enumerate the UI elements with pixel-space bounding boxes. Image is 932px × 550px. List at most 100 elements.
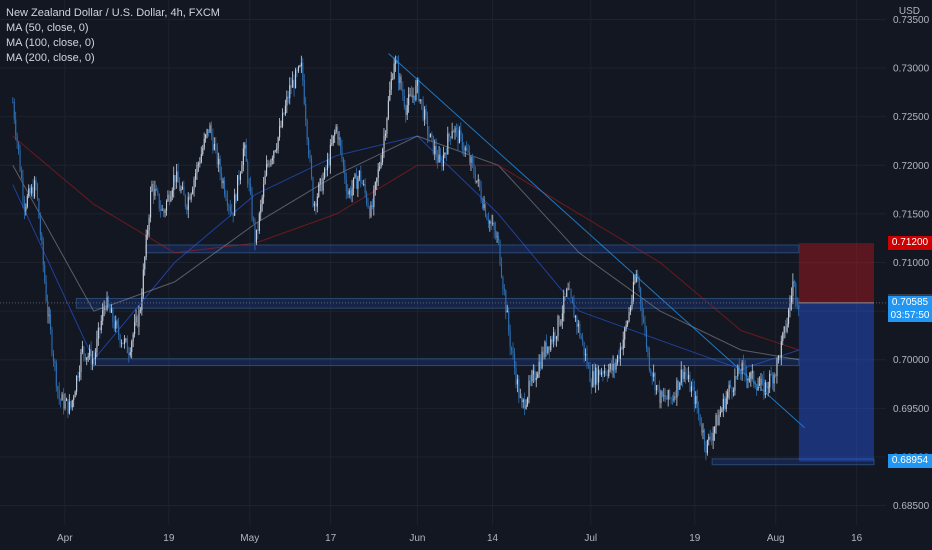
candle-body xyxy=(745,373,748,381)
candle-body xyxy=(90,349,92,365)
candle-body xyxy=(547,346,549,353)
candle-body xyxy=(128,353,130,356)
candle-body xyxy=(542,351,545,357)
candle-body xyxy=(225,194,227,200)
candle-body xyxy=(712,432,714,441)
candle-body xyxy=(727,391,729,398)
candle-body xyxy=(770,373,772,376)
candle-body xyxy=(643,317,645,323)
candle-body xyxy=(744,365,746,374)
candle-body xyxy=(300,62,302,67)
candle-body xyxy=(648,352,650,370)
candle-body xyxy=(424,109,426,120)
candle-body xyxy=(325,168,327,171)
candle-body xyxy=(119,335,121,344)
price-tick-label: 0.69500 xyxy=(893,404,930,415)
candle-body xyxy=(699,414,701,425)
candle-body xyxy=(296,70,298,72)
candle-body xyxy=(476,180,478,182)
candle-body xyxy=(464,147,466,151)
zone-rect xyxy=(93,358,800,367)
candle-body xyxy=(123,339,126,344)
candle-body xyxy=(142,269,144,297)
candle-body xyxy=(155,188,157,191)
zone-rect xyxy=(711,458,875,466)
candle-body xyxy=(458,130,460,144)
candle-body xyxy=(65,399,68,401)
candle-body xyxy=(516,379,518,385)
candle-body xyxy=(450,136,452,138)
candle-body xyxy=(34,180,36,197)
candle-body xyxy=(206,129,208,135)
candle-body xyxy=(715,415,717,427)
candle-body xyxy=(344,165,346,180)
candle-body xyxy=(215,144,217,146)
candle-body xyxy=(180,188,182,191)
candle-body xyxy=(631,299,633,308)
candle-body xyxy=(469,152,471,163)
candle-body xyxy=(535,377,537,381)
candle-body xyxy=(290,85,292,88)
price-tag-value: 0.71200 xyxy=(891,237,929,249)
candle-body xyxy=(573,302,575,318)
candle-body xyxy=(345,179,347,192)
candle-body xyxy=(148,217,150,230)
indicator-ma100[interactable]: MA (100, close, 0) xyxy=(6,37,95,49)
candle-body xyxy=(158,193,160,209)
candle-body xyxy=(692,386,694,388)
candle-body xyxy=(257,229,259,231)
candle-body xyxy=(221,173,223,184)
candle-body xyxy=(602,372,604,374)
candle-body xyxy=(442,154,445,167)
candle-body xyxy=(603,370,605,374)
long-position-tool[interactable] xyxy=(798,243,874,462)
candle-body xyxy=(196,164,198,174)
candle-body xyxy=(528,380,530,398)
candle-body xyxy=(722,398,724,410)
candle-body xyxy=(551,339,553,342)
candle-body xyxy=(451,130,453,138)
candle-body xyxy=(96,338,98,353)
candle-body xyxy=(431,133,433,136)
candle-body xyxy=(254,220,256,243)
candle-body xyxy=(115,320,117,329)
indicator-ma200[interactable]: MA (200, close, 0) xyxy=(6,52,95,64)
candle-body xyxy=(708,436,710,440)
candle-body xyxy=(492,223,494,225)
candle-body xyxy=(425,109,427,117)
candle-body xyxy=(683,371,685,379)
candle-body xyxy=(629,307,632,313)
candle-body xyxy=(18,142,20,151)
candle-body xyxy=(732,390,735,392)
candle-body xyxy=(567,288,569,290)
candle-body xyxy=(81,346,83,352)
candle-body xyxy=(292,79,294,88)
indicator-ma50[interactable]: MA (50, close, 0) xyxy=(6,22,89,34)
time-axis[interactable]: Apr 19 May 17 Jun 14 Jul 19 Aug 16 xyxy=(0,525,932,550)
candle-body xyxy=(309,154,311,159)
candle-body xyxy=(358,170,360,179)
candle-body xyxy=(756,387,758,391)
candle-body xyxy=(798,305,800,310)
candle-body xyxy=(609,364,611,370)
candle-body xyxy=(360,170,362,183)
candle-body xyxy=(440,154,442,161)
candle-body xyxy=(687,374,690,379)
candle-body xyxy=(299,66,301,67)
candle-body xyxy=(379,166,381,170)
candle-body xyxy=(685,371,687,376)
candle-body xyxy=(203,138,205,149)
time-tick-label: Apr xyxy=(57,533,73,544)
symbol-title[interactable]: New Zealand Dollar / U.S. Dollar, 4h, FX… xyxy=(6,7,220,19)
candle-body xyxy=(245,144,247,162)
chart-grid xyxy=(0,0,886,525)
candle-body xyxy=(773,374,775,384)
candle-body xyxy=(287,96,289,99)
candle-body xyxy=(611,364,613,371)
candle-body xyxy=(403,95,405,107)
candle-body xyxy=(387,100,389,119)
candle-body xyxy=(515,367,517,385)
candle-body xyxy=(308,139,310,155)
candle-body xyxy=(208,129,210,133)
